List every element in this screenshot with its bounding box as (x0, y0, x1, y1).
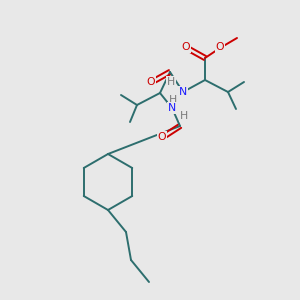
Text: N: N (168, 103, 176, 113)
Text: N: N (179, 87, 187, 97)
Text: H: H (167, 77, 175, 87)
Text: O: O (182, 42, 190, 52)
Text: O: O (216, 42, 224, 52)
Text: H: H (169, 95, 177, 105)
Text: H: H (180, 111, 188, 121)
Text: O: O (158, 132, 166, 142)
Text: O: O (147, 77, 155, 87)
